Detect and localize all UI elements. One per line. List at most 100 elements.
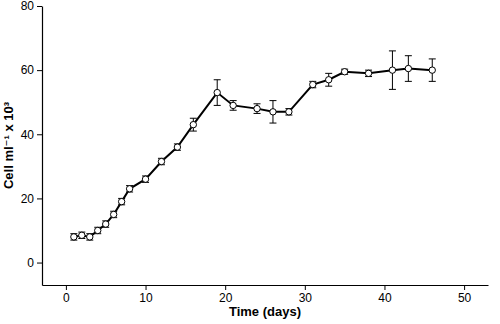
error-bar-cap xyxy=(190,118,197,119)
marker xyxy=(286,109,292,115)
x-tick-label: 40 xyxy=(378,291,392,305)
y-tick-label: 60 xyxy=(21,63,35,77)
x-tick-mark xyxy=(464,285,465,290)
error-bar xyxy=(405,56,412,82)
marker xyxy=(174,144,180,150)
marker xyxy=(190,121,196,127)
y-tick: 0 xyxy=(27,256,42,270)
marker xyxy=(79,232,85,238)
marker xyxy=(71,234,77,240)
error-bar-cap xyxy=(214,105,221,106)
error-bar xyxy=(78,232,85,238)
y-tick-mark xyxy=(37,6,42,7)
error-bar-cap xyxy=(429,81,436,82)
y-tick: 60 xyxy=(21,63,42,77)
marker xyxy=(365,70,371,76)
error-bar xyxy=(365,70,372,76)
x-tick-label: 0 xyxy=(63,291,70,305)
y-tick-mark xyxy=(37,198,42,199)
y-axis-title: Cell ml⁻¹ x 10³ xyxy=(1,101,16,189)
error-bar-cap xyxy=(269,123,276,124)
x-tick: 0 xyxy=(63,285,70,305)
x-tick: 20 xyxy=(219,285,233,305)
error-bar-cap xyxy=(254,113,261,114)
error-bar-cap xyxy=(190,131,197,132)
error-bar-cap xyxy=(325,73,332,74)
marker xyxy=(110,211,116,217)
x-axis-title: Time (days) xyxy=(229,304,301,319)
error-bar xyxy=(94,227,101,233)
marker xyxy=(214,89,220,95)
x-tick-mark xyxy=(146,285,147,290)
error-bar xyxy=(309,81,316,87)
error-bar xyxy=(142,176,149,182)
x-tick-mark xyxy=(384,285,385,290)
y-tick-label: 0 xyxy=(27,256,34,270)
error-bar xyxy=(269,101,276,123)
marker xyxy=(126,186,132,192)
x-tick: 50 xyxy=(458,285,472,305)
markers xyxy=(71,65,436,240)
marker xyxy=(254,105,260,111)
error-bar xyxy=(389,51,396,89)
x-tick-label: 10 xyxy=(139,291,153,305)
y-tick: 80 xyxy=(21,0,42,13)
marker xyxy=(310,81,316,87)
marker xyxy=(389,67,395,73)
error-bar xyxy=(102,221,109,227)
error-bar-cap xyxy=(389,89,396,90)
error-bar xyxy=(86,234,93,240)
error-bar xyxy=(126,186,133,192)
marker xyxy=(326,77,332,83)
error-bars xyxy=(70,51,435,240)
error-bar xyxy=(254,104,261,114)
error-bar xyxy=(118,198,125,204)
error-bar-cap xyxy=(325,86,332,87)
marker xyxy=(158,158,164,164)
y-tick: 20 xyxy=(21,192,42,206)
marker xyxy=(270,109,276,115)
error-bar-cap xyxy=(405,81,412,82)
error-bar xyxy=(190,118,197,131)
series-line xyxy=(74,69,432,237)
x-axis-line xyxy=(43,285,489,286)
marker xyxy=(95,227,101,233)
error-bar xyxy=(341,69,348,74)
y-tick-mark xyxy=(37,70,42,71)
marker xyxy=(142,176,148,182)
error-bar xyxy=(325,73,332,86)
error-bar-cap xyxy=(405,55,412,56)
x-tick-label: 20 xyxy=(219,291,233,305)
x-axis: 0 10 20 30 40 50 xyxy=(43,285,489,305)
y-tick-mark xyxy=(37,263,42,264)
y-axis: 0 20 40 60 80 xyxy=(21,0,43,286)
x-tick-mark xyxy=(225,285,226,290)
error-bar-cap xyxy=(389,50,396,51)
x-tick-mark xyxy=(66,285,67,290)
y-tick-mark xyxy=(37,134,42,135)
y-tick: 40 xyxy=(21,128,42,142)
error-bar xyxy=(429,59,436,81)
chart: 0 10 20 30 40 50 0 20 40 60 80 Time (days) Cell ml⁻¹… xyxy=(0,0,500,324)
error-bar xyxy=(230,101,237,111)
plot-area xyxy=(70,51,435,240)
error-bar-cap xyxy=(254,103,261,104)
error-bar xyxy=(174,144,181,150)
error-bar xyxy=(214,80,221,106)
x-tick-label: 30 xyxy=(299,291,313,305)
x-tick-label: 50 xyxy=(458,291,472,305)
marker xyxy=(230,102,236,108)
marker xyxy=(87,234,93,240)
marker xyxy=(118,198,124,204)
error-bar-cap xyxy=(269,100,276,101)
error-bar-cap xyxy=(230,100,237,101)
error-bar xyxy=(285,109,292,115)
x-tick-mark xyxy=(305,285,306,290)
error-bar xyxy=(110,211,117,217)
y-axis-line xyxy=(42,7,43,286)
y-tick-label: 40 xyxy=(21,128,35,142)
error-bar xyxy=(158,158,165,164)
marker xyxy=(429,67,435,73)
error-bar-cap xyxy=(214,79,221,80)
marker xyxy=(103,221,109,227)
